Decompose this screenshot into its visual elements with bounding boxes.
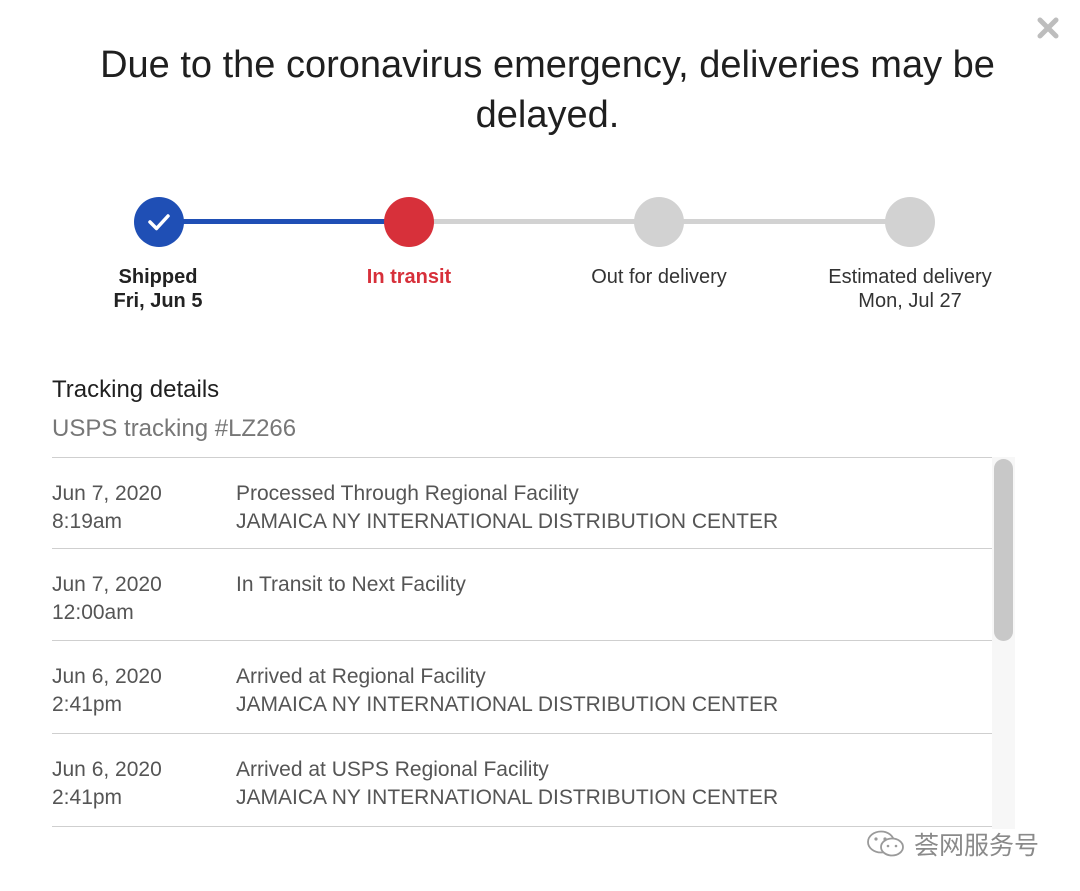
event-status: In Transit to Next Facility: [236, 573, 466, 596]
tracking-number: USPS tracking #LZ266: [52, 415, 297, 442]
event-time: 8:19am: [52, 510, 123, 533]
tracking-event-row: Jun 7, 2020 12:00am In Transit to Next F…: [52, 549, 992, 641]
step-in-transit-label: In transit: [289, 265, 529, 289]
step-shipped-dot: [134, 197, 184, 247]
step-title: Out for delivery: [591, 266, 727, 288]
event-datetime: Jun 6, 2020 2:41pm: [52, 663, 232, 719]
event-description: Arrived at Regional Facility JAMAICA NY …: [236, 663, 976, 719]
step-out-for-delivery-dot: [634, 197, 684, 247]
step-title: In transit: [366, 266, 452, 288]
tracking-event-row: Jun 7, 2020 8:19am Processed Through Reg…: [52, 458, 992, 549]
event-time: 12:00am: [52, 601, 134, 624]
event-status: Processed Through Regional Facility: [236, 482, 579, 505]
event-time: 2:41pm: [52, 786, 123, 809]
tracking-events-list: Jun 7, 2020 8:19am Processed Through Reg…: [52, 457, 992, 827]
event-time: 2:41pm: [52, 693, 123, 716]
step-title: Estimated delivery: [828, 266, 992, 288]
step-in-transit-dot: [384, 197, 434, 247]
close-icon: [1037, 17, 1059, 39]
event-date: Jun 6, 2020: [52, 758, 162, 781]
tracking-event-row: Jun 6, 2020 2:41pm Arrived at USPS Regio…: [52, 734, 992, 827]
step-date: Fri, Jun 5: [113, 290, 203, 312]
event-description: Processed Through Regional Facility JAMA…: [236, 480, 976, 536]
progress-line-complete: [159, 219, 409, 224]
event-location: JAMAICA NY INTERNATIONAL DISTRIBUTION CE…: [236, 786, 779, 809]
step-estimated-delivery-label: Estimated delivery Mon, Jul 27: [790, 265, 1030, 313]
tracking-event-row: Jun 6, 2020 2:41pm Arrived at Regional F…: [52, 641, 992, 734]
wechat-watermark: 荟网服务号: [866, 826, 1039, 862]
checkmark-icon: [148, 214, 170, 231]
event-location: JAMAICA NY INTERNATIONAL DISTRIBUTION CE…: [236, 510, 779, 533]
event-date: Jun 7, 2020: [52, 573, 162, 596]
shipment-progress-tracker: Shipped Fri, Jun 5 In transit Out for de…: [0, 0, 1080, 330]
event-date: Jun 7, 2020: [52, 482, 162, 505]
events-scrollbar[interactable]: [992, 457, 1015, 829]
watermark-text: 荟网服务号: [914, 832, 1040, 860]
event-date: Jun 6, 2020: [52, 665, 162, 688]
step-title: Shipped: [118, 266, 198, 288]
step-out-for-delivery-label: Out for delivery: [539, 265, 779, 289]
step-estimated-delivery-dot: [885, 197, 935, 247]
step-shipped-label: Shipped Fri, Jun 5: [38, 265, 278, 313]
event-datetime: Jun 7, 2020 12:00am: [52, 571, 232, 627]
tracking-details-title: Tracking details: [52, 376, 220, 403]
event-status: Arrived at USPS Regional Facility: [236, 758, 549, 781]
wechat-icon: [867, 830, 904, 857]
close-button[interactable]: [1036, 16, 1060, 40]
events-scrollbar-thumb[interactable]: [994, 459, 1013, 641]
event-datetime: Jun 6, 2020 2:41pm: [52, 756, 232, 812]
delay-notice-banner: Due to the coronavirus emergency, delive…: [100, 44, 995, 136]
event-datetime: Jun 7, 2020 8:19am: [52, 480, 232, 536]
event-status: Arrived at Regional Facility: [236, 665, 486, 688]
event-location: JAMAICA NY INTERNATIONAL DISTRIBUTION CE…: [236, 693, 779, 716]
step-date: Mon, Jul 27: [858, 290, 962, 312]
tracking-events-panel[interactable]: Jun 7, 2020 8:19am Processed Through Reg…: [52, 457, 1015, 829]
event-description: In Transit to Next Facility: [236, 571, 976, 599]
event-description: Arrived at USPS Regional Facility JAMAIC…: [236, 756, 976, 812]
